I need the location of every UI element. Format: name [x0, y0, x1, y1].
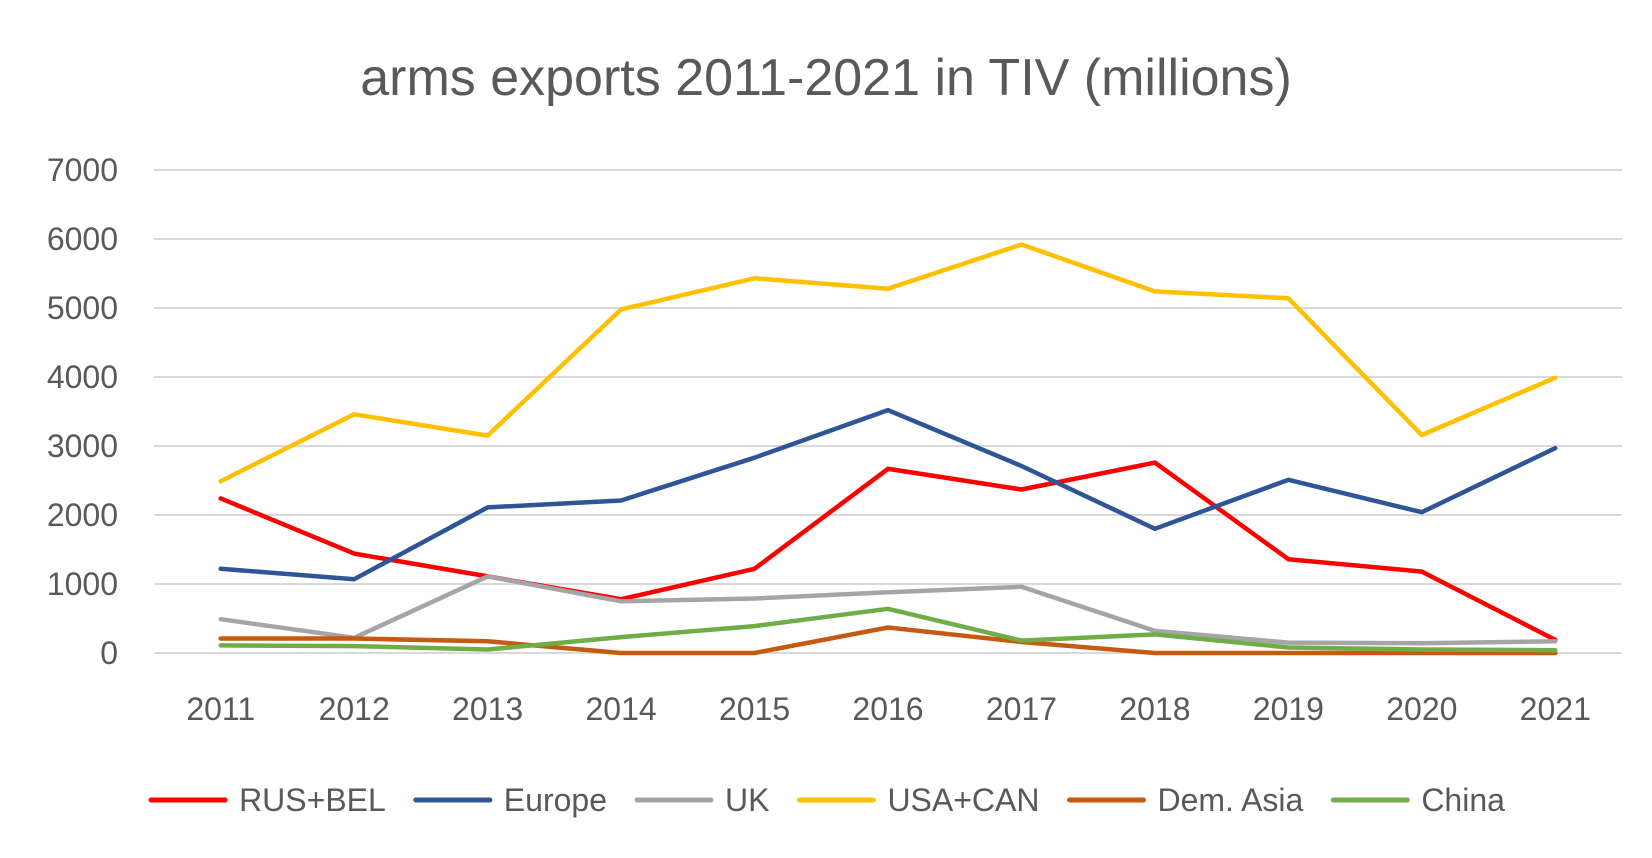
y-tick-label: 4000 — [47, 359, 118, 395]
legend-item: RUS+BEL — [148, 782, 386, 818]
y-tick-label: 3000 — [47, 428, 118, 464]
series-lines — [218, 242, 1558, 656]
x-tick-label: 2014 — [585, 691, 656, 727]
legend-label: UK — [725, 782, 769, 818]
x-tick-label: 2018 — [1119, 691, 1190, 727]
series-line-usa-can — [218, 242, 1558, 484]
x-tick-label: 2019 — [1253, 691, 1324, 727]
legend-item: USA+CAN — [796, 782, 1039, 818]
series-line-rus-bel — [218, 460, 1558, 643]
y-tick-label: 0 — [100, 635, 118, 671]
y-tick-label: 6000 — [47, 221, 118, 257]
legend-label: USA+CAN — [887, 782, 1039, 818]
y-tick-label: 2000 — [47, 497, 118, 533]
legend-item: China — [1330, 782, 1505, 818]
y-tick-label: 1000 — [47, 566, 118, 602]
legend-item: UK — [634, 782, 769, 818]
legend-label: China — [1421, 782, 1505, 818]
y-tick-label: 7000 — [47, 152, 118, 188]
legend: RUS+BEL Europe UK USA+CAN Dem. Asia China — [148, 782, 1505, 818]
legend-label: RUS+BEL — [239, 782, 386, 818]
chart-title: arms exports 2011-2021 in TIV (millions) — [360, 49, 1292, 107]
series-line-europe — [218, 407, 1558, 582]
series-line-dem-asia — [218, 625, 1558, 656]
x-tick-label: 2012 — [319, 691, 390, 727]
series-line-china — [218, 606, 1558, 653]
x-tick-label: 2011 — [186, 691, 255, 727]
legend-label: Europe — [504, 782, 607, 818]
grid — [154, 169, 1622, 654]
legend-label: Dem. Asia — [1157, 782, 1303, 818]
legend-item: Dem. Asia — [1066, 782, 1304, 818]
x-tick-label: 2013 — [452, 691, 523, 727]
x-tick-label: 2020 — [1386, 691, 1457, 727]
x-tick-label: 2016 — [852, 691, 923, 727]
x-tick-label: 2017 — [986, 691, 1057, 727]
y-axis-ticks: 0 1000 2000 3000 4000 5000 6000 7000 — [47, 152, 118, 671]
x-tick-label: 2015 — [719, 691, 790, 727]
series-line-uk — [218, 574, 1558, 646]
y-tick-label: 5000 — [47, 290, 118, 326]
legend-item: Europe — [413, 782, 607, 818]
x-axis-ticks: 2011 2012 2013 2014 2015 2016 2017 2018 2019 2020… — [186, 691, 1591, 727]
x-tick-label: 2021 — [1520, 691, 1591, 727]
